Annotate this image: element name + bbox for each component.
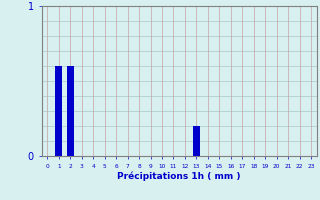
Bar bbox=[67, 66, 74, 156]
Bar bbox=[55, 66, 62, 156]
X-axis label: Précipitations 1h ( mm ): Précipitations 1h ( mm ) bbox=[117, 171, 241, 181]
Bar bbox=[193, 126, 200, 156]
